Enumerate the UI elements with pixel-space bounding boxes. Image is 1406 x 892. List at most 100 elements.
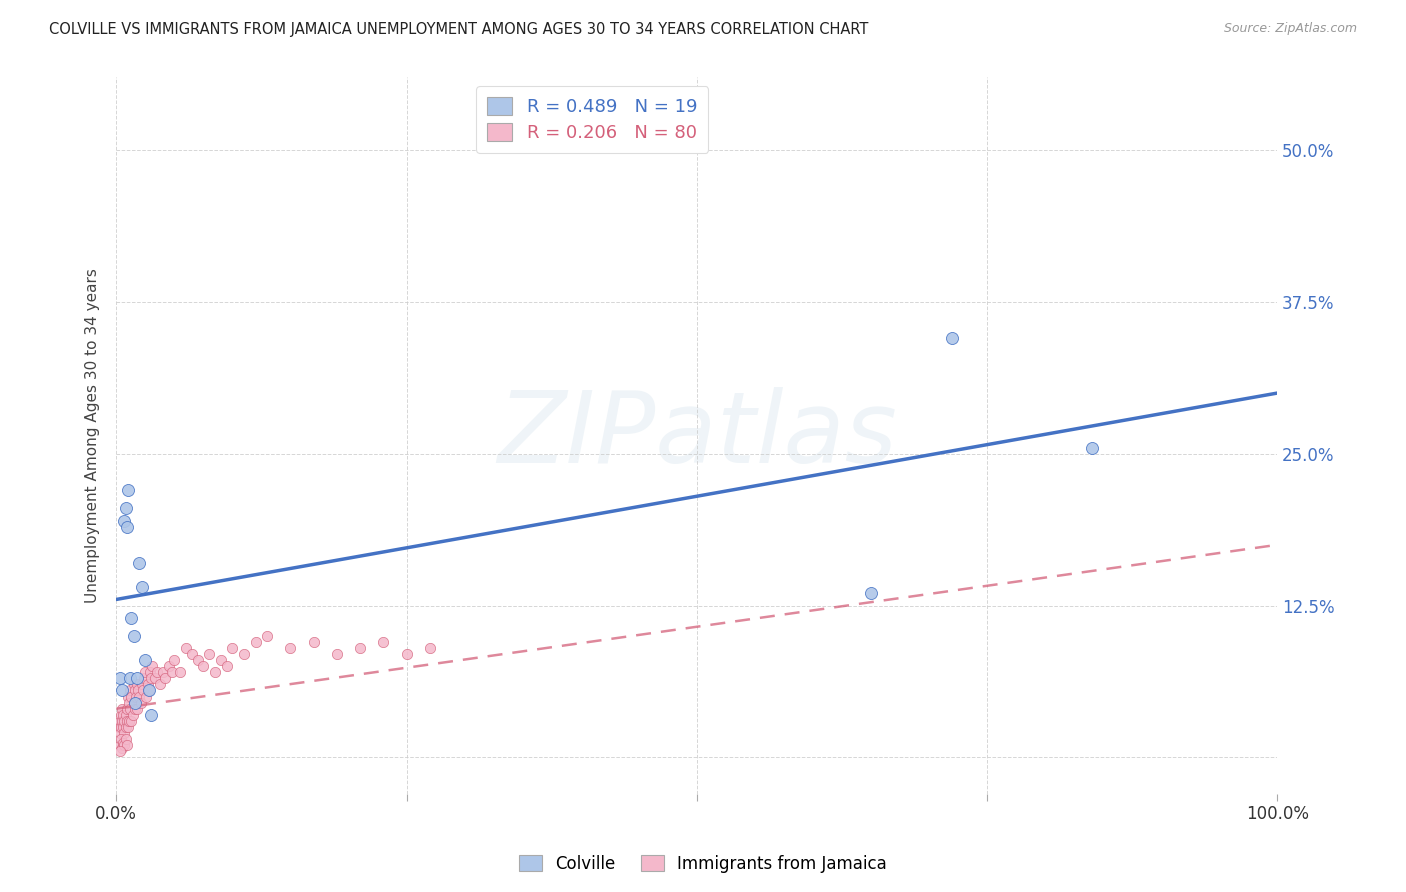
Point xyxy=(122,629,145,643)
Point xyxy=(124,702,146,716)
Point xyxy=(125,690,148,704)
Legend: Colville, Immigrants from Jamaica: Colville, Immigrants from Jamaica xyxy=(512,848,894,880)
Point xyxy=(120,610,142,624)
Point xyxy=(111,714,134,728)
Point xyxy=(256,629,278,643)
Point xyxy=(135,690,157,704)
Point xyxy=(112,720,135,734)
Point xyxy=(152,665,174,680)
Point xyxy=(108,738,131,752)
Point xyxy=(124,696,146,710)
Point xyxy=(114,732,136,747)
Point xyxy=(160,665,183,680)
Point xyxy=(204,665,226,680)
Point xyxy=(143,671,166,685)
Point xyxy=(114,501,136,516)
Point xyxy=(121,707,143,722)
Point xyxy=(180,647,202,661)
Point xyxy=(108,726,131,740)
Point xyxy=(117,483,139,498)
Point xyxy=(120,702,142,716)
Point xyxy=(117,720,139,734)
Point xyxy=(128,556,150,570)
Point xyxy=(110,707,132,722)
Point xyxy=(169,665,191,680)
Point xyxy=(120,690,142,704)
Point xyxy=(139,671,162,685)
Point xyxy=(127,671,149,685)
Point xyxy=(215,659,238,673)
Point xyxy=(108,744,131,758)
Y-axis label: Unemployment Among Ages 30 to 34 years: Unemployment Among Ages 30 to 34 years xyxy=(86,268,100,603)
Point xyxy=(124,683,146,698)
Legend: R = 0.489   N = 19, R = 0.206   N = 80: R = 0.489 N = 19, R = 0.206 N = 80 xyxy=(477,87,709,153)
Point xyxy=(146,665,169,680)
Point xyxy=(108,671,131,685)
Point xyxy=(112,707,135,722)
Point xyxy=(120,714,142,728)
Point xyxy=(198,647,221,661)
Point xyxy=(118,696,141,710)
Point xyxy=(174,640,197,655)
Text: COLVILLE VS IMMIGRANTS FROM JAMAICA UNEMPLOYMENT AMONG AGES 30 TO 34 YEARS CORRE: COLVILLE VS IMMIGRANTS FROM JAMAICA UNEM… xyxy=(49,22,869,37)
Point xyxy=(134,671,156,685)
Point xyxy=(120,671,142,685)
Point xyxy=(209,653,232,667)
Point xyxy=(120,683,142,698)
Point xyxy=(112,514,135,528)
Point xyxy=(134,653,156,667)
Point xyxy=(127,683,149,698)
Point xyxy=(373,635,395,649)
Point xyxy=(1080,441,1102,455)
Point xyxy=(163,653,186,667)
Text: Source: ZipAtlas.com: Source: ZipAtlas.com xyxy=(1223,22,1357,36)
Point xyxy=(221,640,243,655)
Point xyxy=(193,659,215,673)
Point xyxy=(141,659,163,673)
Point xyxy=(129,696,152,710)
Point xyxy=(110,720,132,734)
Point xyxy=(941,331,963,345)
Point xyxy=(139,707,162,722)
Point xyxy=(419,640,441,655)
Point xyxy=(186,653,208,667)
Point xyxy=(139,665,162,680)
Point xyxy=(138,683,160,698)
Point xyxy=(111,702,134,716)
Point xyxy=(127,677,149,691)
Point xyxy=(127,702,149,716)
Point xyxy=(128,690,150,704)
Point xyxy=(326,647,349,661)
Point xyxy=(157,659,180,673)
Point xyxy=(107,720,129,734)
Point xyxy=(112,726,135,740)
Point xyxy=(136,677,159,691)
Point xyxy=(859,586,882,600)
Point xyxy=(114,720,136,734)
Point xyxy=(112,714,135,728)
Point xyxy=(112,736,135,750)
Point xyxy=(115,738,138,752)
Point xyxy=(395,647,418,661)
Point xyxy=(110,732,132,747)
Point xyxy=(111,740,134,755)
Point xyxy=(117,690,139,704)
Point xyxy=(112,738,135,752)
Point xyxy=(131,580,153,594)
Point xyxy=(122,696,145,710)
Point xyxy=(108,714,131,728)
Point xyxy=(245,635,267,649)
Point xyxy=(153,671,176,685)
Point xyxy=(115,702,138,716)
Point xyxy=(233,647,256,661)
Point xyxy=(115,519,138,533)
Point xyxy=(302,635,325,649)
Point xyxy=(122,677,145,691)
Point xyxy=(111,683,134,698)
Point xyxy=(134,665,156,680)
Point xyxy=(115,714,138,728)
Point xyxy=(149,677,172,691)
Text: ZIPatlas: ZIPatlas xyxy=(496,387,897,484)
Point xyxy=(349,640,371,655)
Point xyxy=(131,677,153,691)
